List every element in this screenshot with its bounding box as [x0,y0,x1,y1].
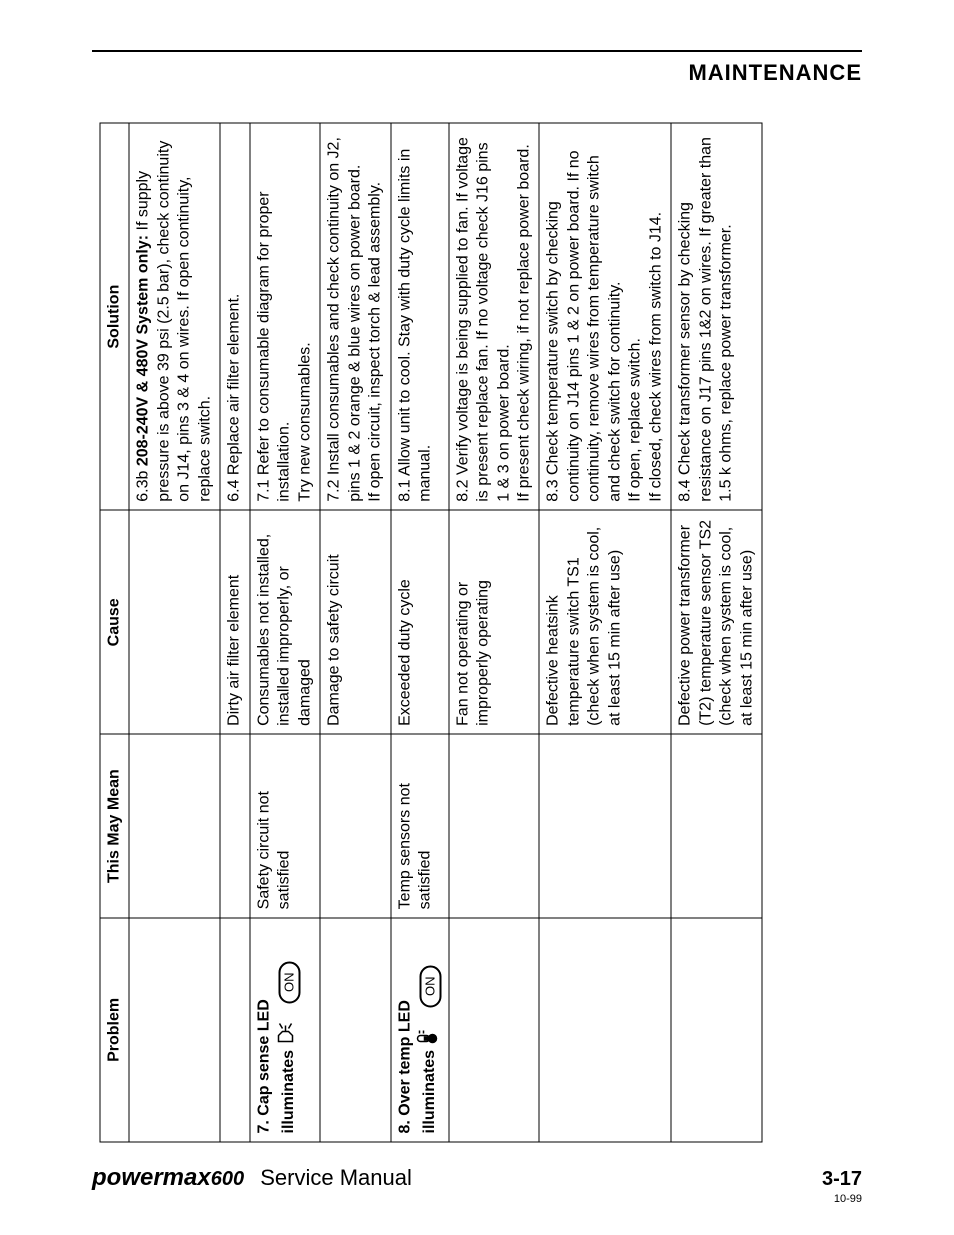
table-row: Defective power transformer (T2) tempera… [671,123,762,1142]
cell-problem [671,917,762,1141]
cell-problem [320,917,390,1141]
header-problem: Problem [100,917,129,1141]
cell-problem: 7. Cap sense LEDilluminates [250,917,320,1141]
table-row: Fan not operating or improperly operatin… [449,123,540,1142]
cell-solution: 8.1 Allow unit to cool. Stay with duty c… [391,123,449,510]
cell-mean [220,734,249,917]
cell-solution: 7.1 Refer to consumable diagram for prop… [250,123,320,510]
cell-cause: Fan not operating or improperly operatin… [449,510,540,734]
cell-problem [129,917,220,1141]
cell-cause: Exceeded duty cycle [391,510,449,734]
cell-cause: Defective heatsink temperature switch TS… [539,510,671,734]
table-row: Defective heatsink temperature switch TS… [539,123,671,1142]
manual-type: Service Manual [260,1165,412,1190]
on-badge: ON [419,965,442,1007]
cell-cause: Defective power transformer (T2) tempera… [671,510,762,734]
brand-name: powermax [92,1164,211,1191]
cell-mean [129,734,220,917]
cell-cause [129,510,220,734]
cell-solution: 7.2 Install consumables and check contin… [320,123,390,510]
cell-solution: 8.4 Check transformer sensor by checking… [671,123,762,510]
table-row: 7. Cap sense LEDilluminates [250,123,320,1142]
cell-cause: Damage to safety circuit [320,510,390,734]
cell-problem [539,917,671,1141]
cell-mean: Temp sensors not satisfied [391,734,449,917]
table-row: 6.3b 208-240V & 480V System only: If sup… [129,123,220,1142]
cell-solution: 6.4 Replace air filter element. [220,123,249,510]
cell-problem: 8. Over temp LEDilluminates [391,917,449,1141]
header-solution: Solution [100,123,129,510]
cell-solution: 8.2 Verify voltage is being supplied to … [449,123,540,510]
header-rule [92,50,862,52]
on-badge: ON [278,961,301,1003]
header-cause: Cause [100,510,129,734]
cell-cause: Dirty air filter element [220,510,249,734]
cell-mean: Safety circuit not satisfied [250,734,320,917]
date-code: 10-99 [822,1193,862,1205]
cell-problem [220,917,249,1141]
cell-cause: Consumables not installed, installed imp… [250,510,320,734]
cell-solution: 6.3b 208-240V & 480V System only: If sup… [129,123,220,510]
page-number: 3-17 [822,1168,862,1191]
cell-mean [539,734,671,917]
table-row: Dirty air filter element 6.4 Replace air… [220,123,249,1142]
cell-solution: 8.3 Check temperature switch by checking… [539,123,671,510]
page-footer: powermax600 Service Manual 3-17 10-99 [92,1146,862,1205]
footer-left: powermax600 Service Manual [92,1164,412,1192]
cell-mean [320,734,390,917]
thermometer-icon [416,1019,444,1045]
section-title: MAINTENANCE [92,60,862,86]
content-area: Problem This May Mean Cause Solution 6.3… [92,114,862,1146]
header-may-mean: This May Mean [100,734,129,917]
table-row: 8. Over temp LEDilluminates [391,123,449,1142]
table-row: Damage to safety circuit 7.2 Install con… [320,123,390,1142]
torch-icon [275,1015,303,1045]
troubleshooting-table: Problem This May Mean Cause Solution 6.3… [100,122,763,1142]
footer-right: 3-17 10-99 [822,1168,862,1205]
cell-mean [671,734,762,917]
brand-model: 600 [211,1168,244,1190]
cell-mean [449,734,540,917]
cell-problem [449,917,540,1141]
